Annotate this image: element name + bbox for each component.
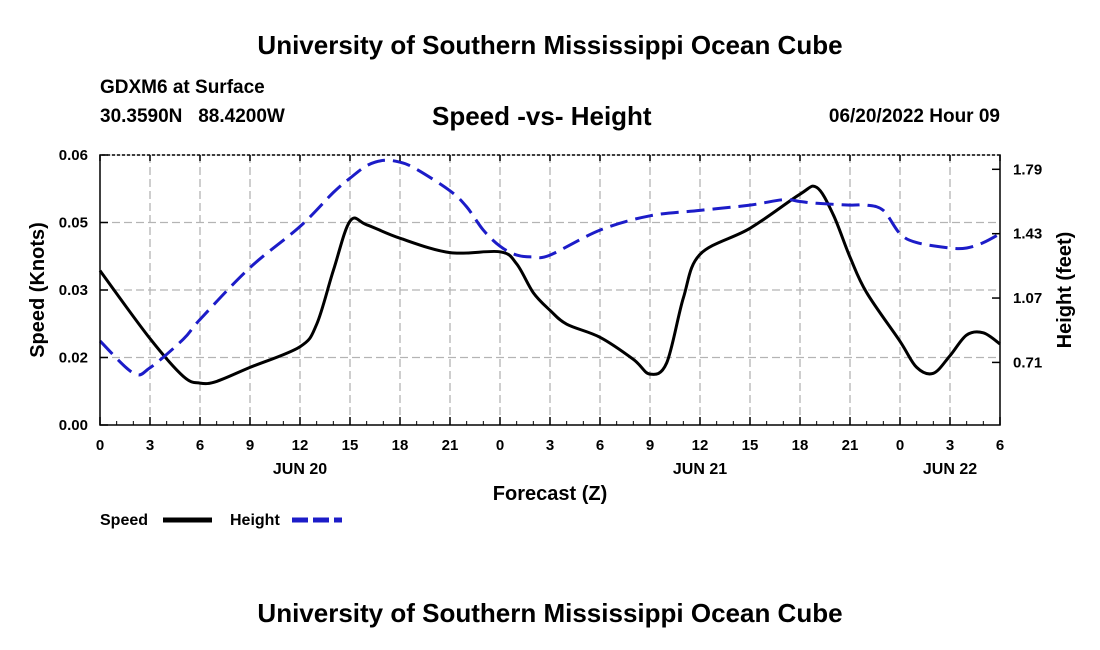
x-tick-label: 15 [342, 437, 359, 454]
x-tick-label: 15 [742, 437, 759, 454]
y-left-tick-label: 0.02 [59, 350, 88, 367]
x-tick-label: 21 [442, 437, 459, 454]
y-right-tick-label: 1.43 [1013, 226, 1042, 243]
y-right-tick-label: 1.79 [1013, 161, 1042, 178]
y-left-tick-label: 0.06 [59, 147, 88, 164]
coordinates-label: 30.3590N 88.4200W [100, 106, 285, 127]
x-tick-label: 18 [792, 437, 809, 454]
page-title: University of Southern Mississippi Ocean… [257, 30, 843, 60]
x-tick-label: 0 [96, 437, 104, 454]
x-axis-label: Forecast (Z) [493, 483, 607, 505]
legend-label-height: Height [230, 512, 280, 529]
x-tick-label: 9 [246, 437, 254, 454]
series-lines [98, 158, 1001, 386]
legend-label-speed: Speed [100, 512, 148, 529]
speed-series-line [98, 184, 1001, 386]
y-right-tick-label: 0.71 [1013, 354, 1042, 371]
legend: Speed Height [100, 512, 342, 529]
chart-title: Speed -vs- Height [432, 101, 652, 131]
x-tick-label: 3 [146, 437, 154, 454]
station-label: GDXM6 at Surface [100, 77, 265, 98]
y-left-tick-label: 0.05 [59, 215, 88, 232]
forecast-datetime: 06/20/2022 Hour 09 [828, 106, 1000, 127]
y-right-axis-label: Height (feet) [1054, 232, 1076, 349]
x-tick-label: 0 [496, 437, 504, 454]
x-tick-label: 6 [196, 437, 204, 454]
day-label: JUN 21 [673, 461, 727, 478]
x-tick-label: 9 [646, 437, 654, 454]
axes: 0 3 6 9 12 15 18 21 0 3 6 9 12 15 18 21 0 3 6 JUN 20 JUN 21 J… [27, 147, 1076, 505]
x-tick-label: 18 [392, 437, 409, 454]
y-left-axis-label: Speed (Knots) [27, 222, 49, 358]
x-tick-label: 12 [292, 437, 309, 454]
x-tick-label: 6 [596, 437, 604, 454]
x-tick-label: 12 [692, 437, 709, 454]
x-tick-label: 3 [946, 437, 954, 454]
x-tick-label: 0 [896, 437, 904, 454]
y-left-tick-label: 0.03 [59, 282, 88, 299]
height-series-line [98, 158, 1001, 377]
x-tick-label: 21 [842, 437, 859, 454]
grid-lines [100, 155, 1000, 425]
y-left-tick-label: 0.00 [59, 417, 88, 434]
footer-title: University of Southern Mississippi Ocean… [257, 598, 843, 628]
x-tick-label: 6 [996, 437, 1004, 454]
y-right-tick-label: 1.07 [1013, 290, 1042, 307]
x-tick-label: 3 [546, 437, 554, 454]
day-label: JUN 22 [923, 461, 977, 478]
day-label: JUN 20 [273, 461, 327, 478]
